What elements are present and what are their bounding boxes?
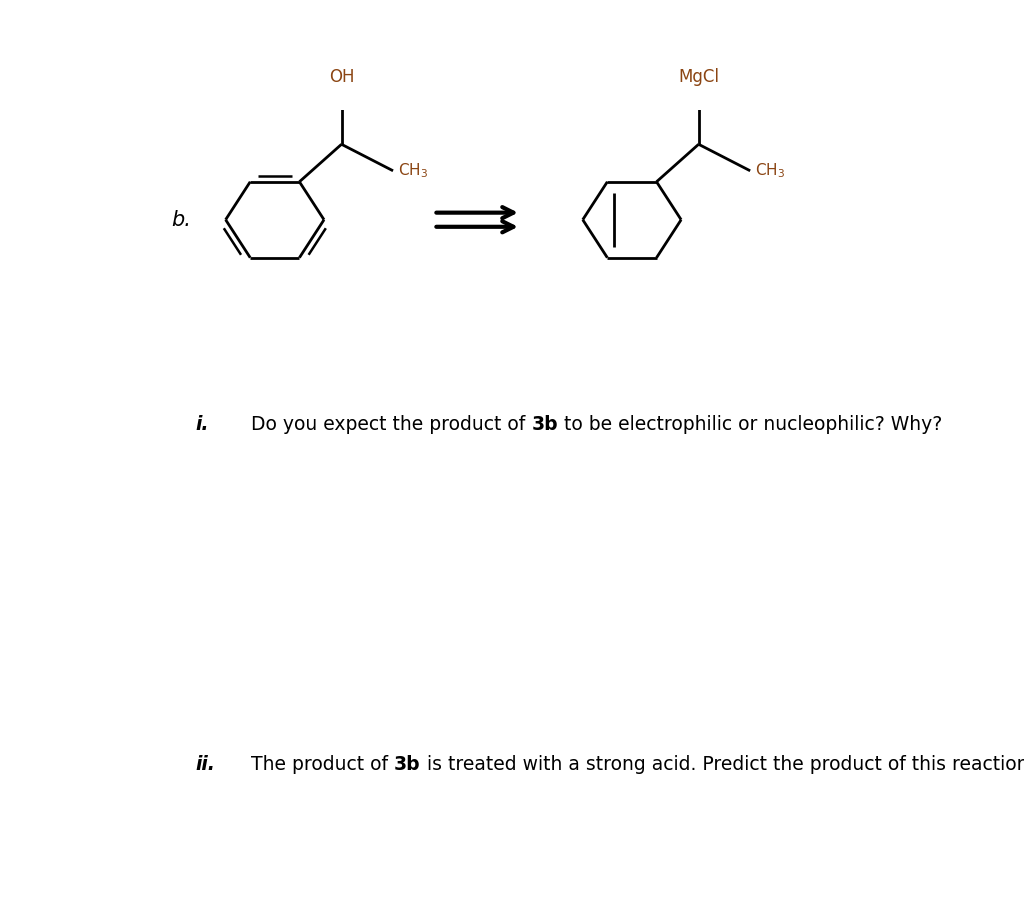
Text: The product of: The product of: [251, 755, 394, 774]
Text: Do you expect the product of: Do you expect the product of: [251, 415, 531, 434]
Text: MgCl: MgCl: [678, 68, 719, 85]
Text: 3b: 3b: [531, 415, 558, 434]
Text: b.: b.: [172, 209, 191, 230]
Text: OH: OH: [329, 68, 354, 85]
Text: i.: i.: [196, 415, 209, 434]
Text: CH$_3$: CH$_3$: [755, 162, 785, 180]
Text: is treated with a strong acid. Predict the product of this reaction.: is treated with a strong acid. Predict t…: [421, 755, 1024, 774]
Text: to be electrophilic or nucleophilic? Why?: to be electrophilic or nucleophilic? Why…: [558, 415, 942, 434]
Text: CH$_3$: CH$_3$: [397, 162, 428, 180]
Text: ii.: ii.: [196, 755, 215, 774]
Text: 3b: 3b: [394, 755, 421, 774]
